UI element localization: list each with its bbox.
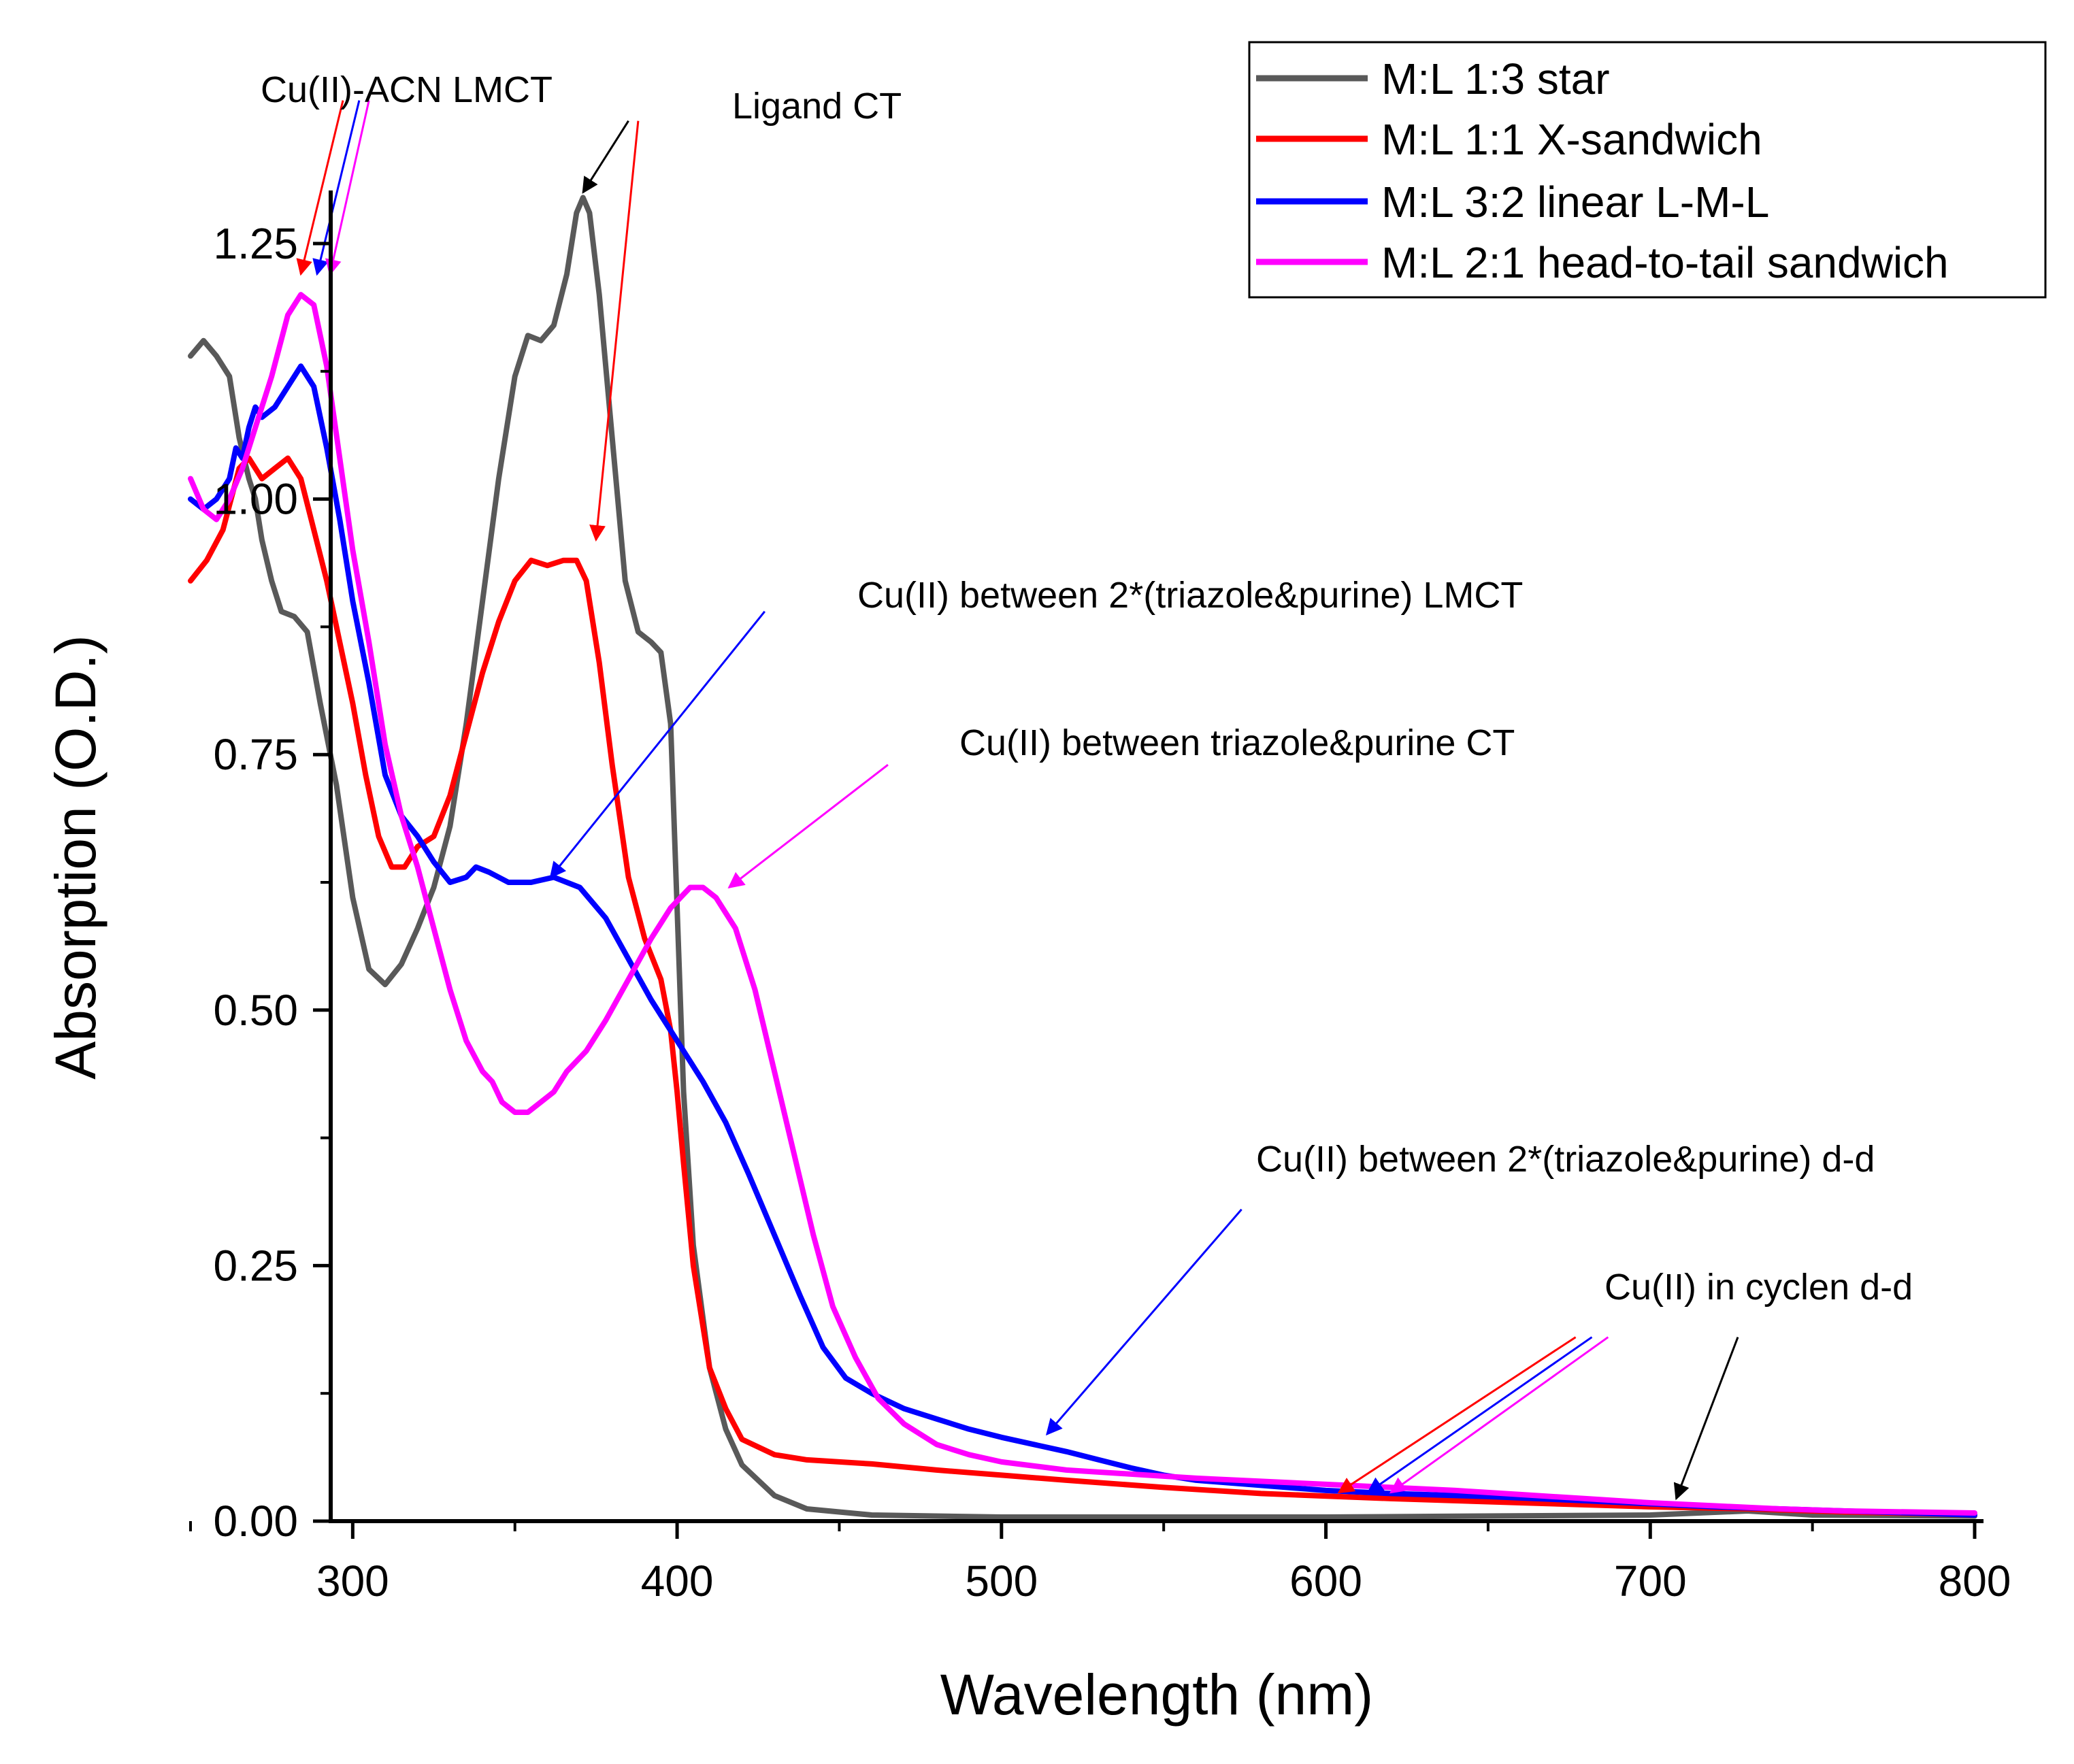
annot-ligand-ct: Ligand CT — [732, 86, 902, 127]
annotation-arrow — [1389, 1336, 1609, 1494]
x-tick-label: 300 — [316, 1557, 389, 1605]
annotation-arrow — [1337, 1336, 1577, 1494]
legend-label-3: M:L 3:2 linear L-M-L — [1381, 178, 1769, 227]
x-tick-label: 500 — [965, 1557, 1038, 1605]
annotation-arrow — [1045, 1208, 1242, 1436]
x-axis-title: Wavelength (nm) — [940, 1663, 1373, 1727]
annot-cu-acn-lmct: Cu(II)-ACN LMCT — [261, 69, 553, 110]
y-tick-label: 1.25 — [213, 219, 298, 268]
y-axis-title: Absorption (O.D.) — [44, 635, 108, 1080]
series-line-ml-2-1-head-to-tail — [188, 292, 1977, 1516]
annotation-arrow — [727, 764, 889, 888]
legend-label-2: M:L 1:1 X-sandwich — [1381, 115, 1762, 164]
legend-label-4: M:L 2:1 head-to-tail sandwich — [1381, 238, 1949, 287]
annot-cu-2tp-lmct: Cu(II) between 2*(triazole&purine) LMCT — [857, 575, 1523, 616]
y-tick-label: 0.50 — [213, 986, 298, 1035]
annotation-arrow — [1673, 1337, 1739, 1501]
y-tick-label: 0.25 — [213, 1241, 298, 1290]
annotation-arrow — [589, 120, 640, 542]
x-tick-label: 600 — [1289, 1557, 1362, 1605]
annotation-arrow — [1366, 1336, 1593, 1494]
series-line-ml-3-2-linear — [188, 363, 1977, 1518]
y-tick-label: 1.00 — [213, 475, 298, 524]
annot-cu-tp-ct: Cu(II) between triazole&purine CT — [959, 722, 1515, 763]
series-line-ml-1-1-x-sandwich — [188, 455, 1977, 1518]
series-layer — [188, 195, 1977, 1520]
legend-box — [1248, 41, 2047, 299]
x-tick-label: 700 — [1614, 1557, 1687, 1605]
annotation-arrow — [582, 120, 629, 194]
x-tick-label: 400 — [641, 1557, 714, 1605]
x-tick-label: 800 — [1939, 1557, 2011, 1605]
annot-cu-2tp-dd: Cu(II) between 2*(triazole&purine) d-d — [1256, 1139, 1875, 1180]
series-line-ml-1-3-star — [188, 195, 1977, 1520]
annotation-arrow — [325, 100, 370, 276]
annotation-arrows — [296, 100, 1739, 1501]
annotation-arrow — [296, 100, 344, 276]
tick-layer: 300 400 500 600 700 800 0.00 0.25 0.50 0.75 1.00 1.… — [189, 219, 2011, 1605]
legend-label-1: M:L 1:3 star — [1381, 54, 1610, 103]
annot-cu-cyclen-dd: Cu(II) in cyclen d-d — [1604, 1267, 1913, 1308]
legend: M:L 1:3 star M:L 1:1 X-sandwich M:L 3:2 … — [1248, 41, 2047, 299]
annotation-arrow — [549, 610, 766, 879]
annotation-arrow — [312, 100, 361, 276]
y-tick-label: 0.75 — [213, 730, 298, 779]
y-tick-label: 0.00 — [213, 1497, 298, 1546]
